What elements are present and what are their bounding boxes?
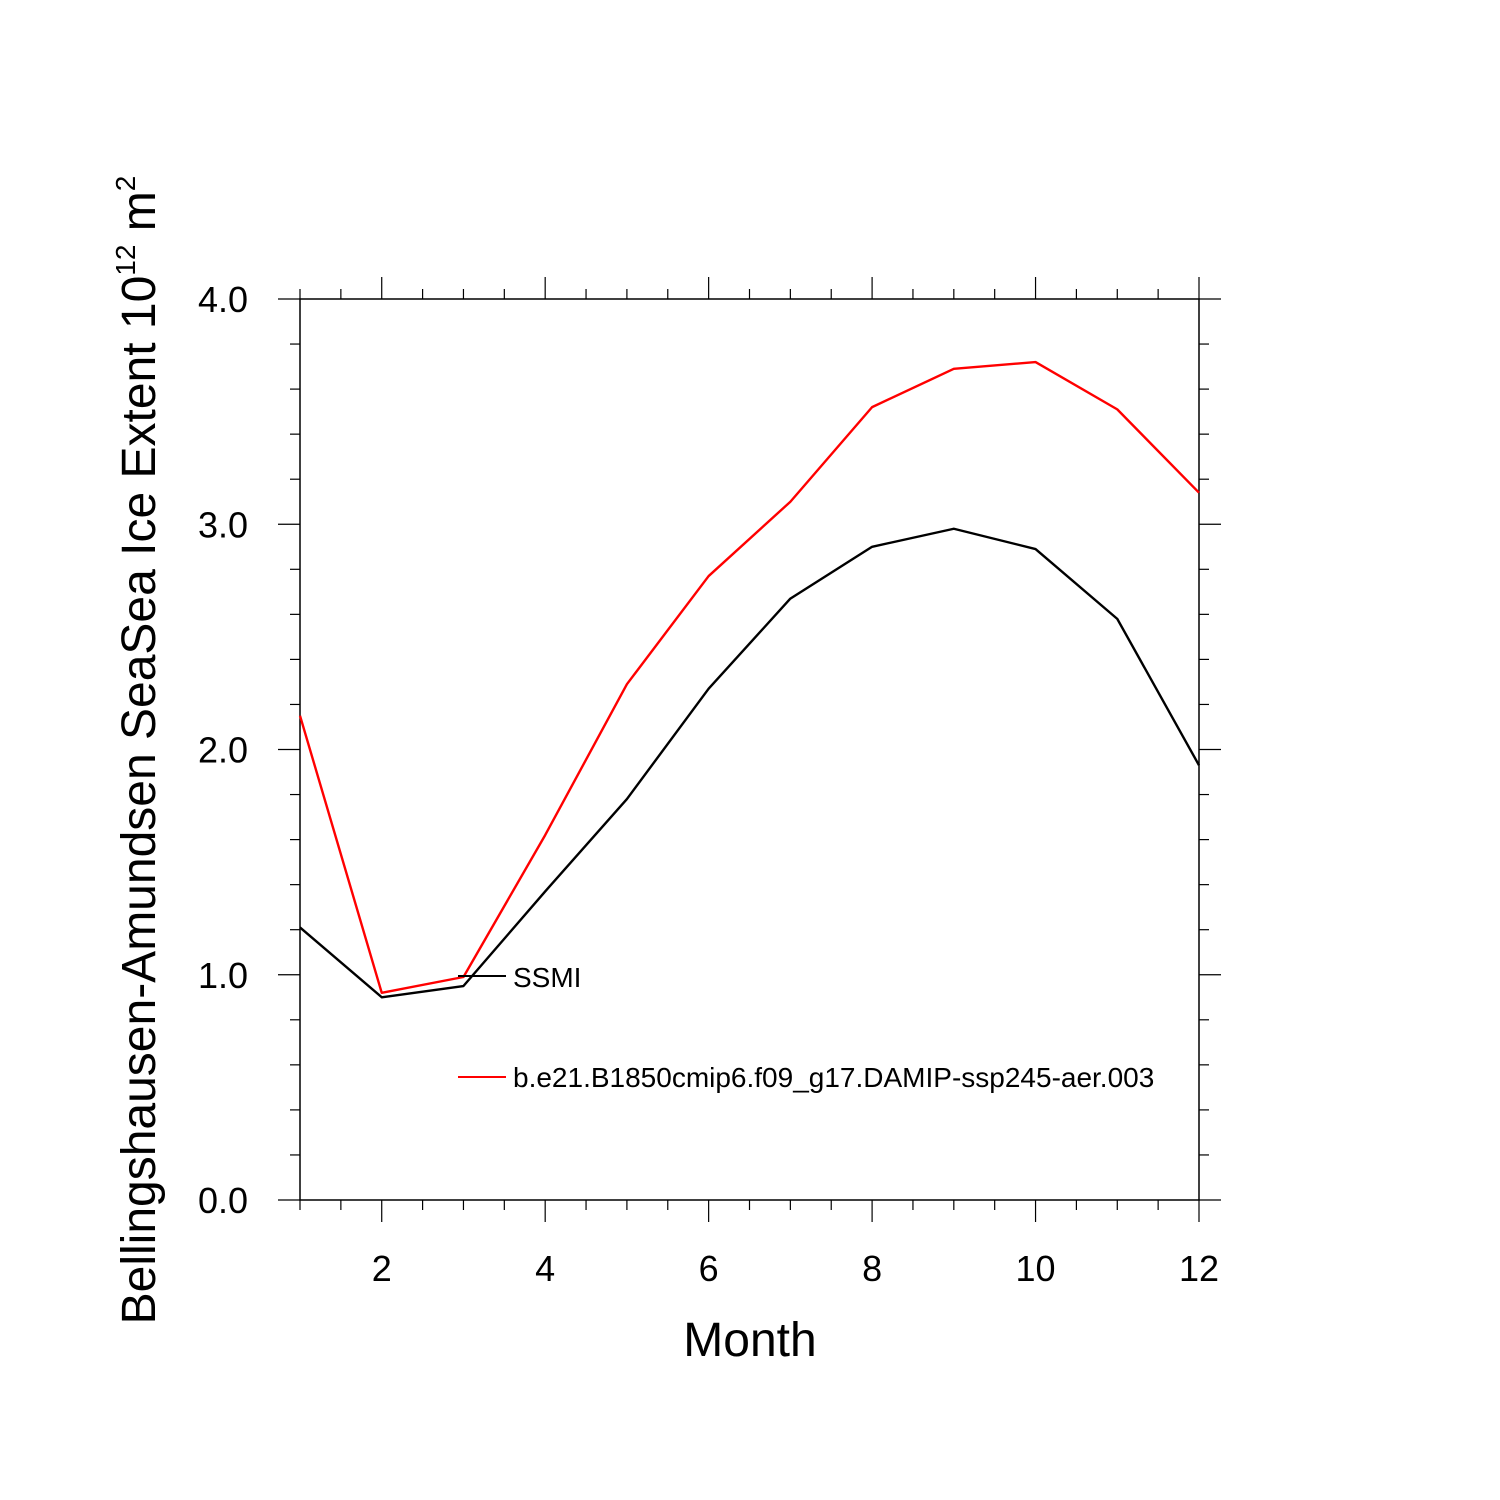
y-axis-title: Bellingshausen-Amundsen SeaSea Ice Exten…	[110, 176, 166, 1325]
axis-tick-labels: 2 4 6 8 10 12 0.0 1.0 2.0 3.0 4.0	[198, 279, 1219, 1289]
y-axis-title-main: Bellingshausen-Amundsen SeaSea Ice Exten…	[113, 276, 166, 1325]
axis-ticks	[278, 277, 1221, 1222]
legend: SSMI b.e21.B1850cmip6.f09_g17.DAMIP-ssp2…	[458, 962, 1154, 1093]
x-tick-label: 12	[1179, 1248, 1219, 1289]
series-line-0	[299, 527, 1201, 999]
y-axis-title-unit-exponent: 2	[110, 176, 141, 192]
x-tick-label: 8	[862, 1248, 882, 1289]
y-tick-label: 1.0	[198, 955, 248, 996]
x-tick-label: 10	[1016, 1248, 1056, 1289]
x-tick-label: 4	[535, 1248, 555, 1289]
x-tick-label: 6	[699, 1248, 719, 1289]
x-axis-title: Month	[683, 1314, 816, 1367]
y-axis-title-unit: m	[113, 191, 166, 244]
x-tick-label: 2	[372, 1248, 392, 1289]
y-tick-label: 0.0	[198, 1180, 248, 1221]
y-tick-label: 4.0	[198, 279, 248, 320]
legend-label-ssmi: SSMI	[513, 962, 581, 993]
y-axis-title-exponent: 12	[110, 245, 141, 276]
y-tick-label: 3.0	[198, 504, 248, 545]
legend-label-model: b.e21.B1850cmip6.f09_g17.DAMIP-ssp245-ae…	[513, 1062, 1154, 1093]
series-lines	[298, 360, 1201, 999]
y-tick-label: 2.0	[198, 730, 248, 771]
series-line-1	[298, 360, 1200, 994]
